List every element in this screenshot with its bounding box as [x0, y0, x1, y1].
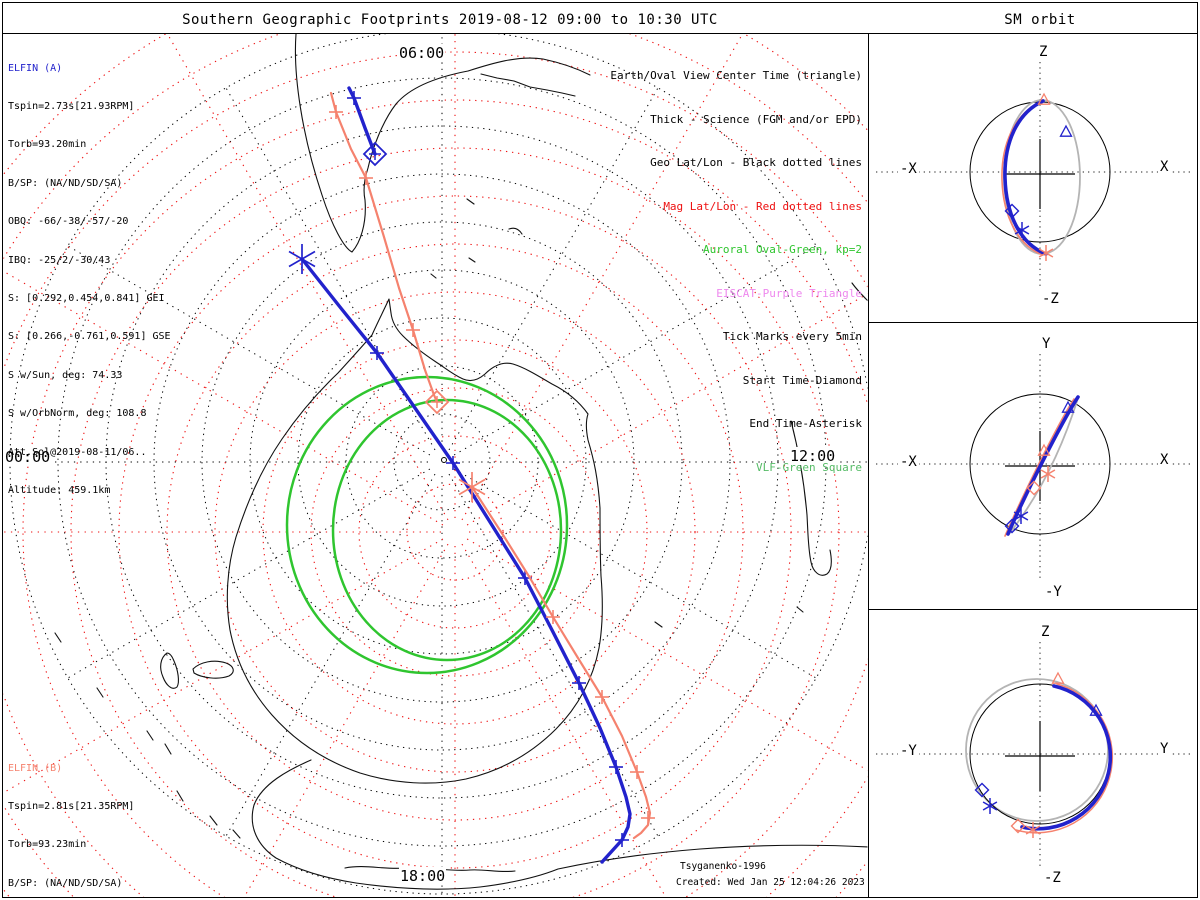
info-line: S w/Sun, deg: 74.33: [8, 369, 123, 381]
legend-line: Earth/Oval View Center Time (triangle): [610, 69, 862, 82]
coastline-africa-edge: [790, 420, 832, 576]
footprint-tracks: [288, 86, 655, 864]
info-line: S: [0.292,0.454,0.841] GEI: [8, 292, 165, 304]
sm-orbit-panels: [876, 62, 1192, 866]
map-legend: Earth/Oval View Center Time (triangle) T…: [470, 40, 862, 504]
panel3-axis-left: -Y: [898, 743, 919, 759]
created-timestamp: Created: Wed Jan 25 12:04:26 2023: [676, 877, 865, 888]
coastline-new-zealand: [160, 652, 234, 689]
elfin-b-name: ELFIN (B): [8, 762, 63, 774]
info-line: OBQ: -66/-38/-57/-20: [8, 216, 129, 228]
coastline-antarctica: [226, 298, 603, 784]
south-pole-mark: [441, 457, 447, 463]
panel3-axis-up: Z: [1039, 624, 1052, 640]
info-line: S w/OrbNorm, deg: 108.8: [8, 408, 147, 420]
mlt-label-left: 00:00: [4, 448, 52, 466]
coastline-right-edge: [851, 282, 868, 302]
info-line: Att.Sol@2019-08-11/06..: [8, 446, 147, 458]
elfin-a-info: ELFIN (A) Tspin=2.73s[21.93RPM] Torb=93.…: [8, 37, 171, 523]
legend-line: End Time-Asterisk: [749, 417, 862, 430]
legend-line: Thick - Science (FGM and/or EPD): [650, 112, 862, 126]
legend-line: EISCAT-Purple Triangle: [716, 286, 862, 300]
panel1-axis-up: Z: [1037, 44, 1050, 60]
panel3-axis-right: Y: [1158, 741, 1171, 757]
legend-line: Auroral Oval-Green, kp=2: [703, 243, 862, 256]
panel2-axis-left: -X: [898, 454, 919, 470]
panel1-axis-left: -X: [898, 161, 919, 177]
info-line: Tspin=2.81s[21.35RPM]: [8, 800, 135, 812]
coastline-plata-estuary: [480, 73, 576, 97]
info-line: S: [0.266,-0.761,0.591] GSE: [8, 331, 171, 343]
elfin-b-info: ELFIN (B) Tspin=2.81s[21.35RPM] Torb=93.…: [8, 737, 177, 900]
model-credit: Tsyganenko-1996: [680, 861, 766, 872]
small-islands: [54, 198, 804, 839]
magnetic-grid: [3, 34, 868, 897]
sm-orbit-title: SM orbit: [1004, 12, 1076, 28]
legend-line: Mag Lat/Lon - Red dotted lines: [663, 199, 862, 213]
mlt-label-top: 06:00: [398, 44, 446, 62]
panel3-axis-down: -Z: [1042, 870, 1063, 886]
mlt-label-right: 12:00: [789, 447, 837, 465]
coastlines: [54, 34, 868, 890]
legend-line: VLF-Green Square: [756, 460, 862, 474]
info-line: Altitude: 459.1km: [8, 484, 111, 496]
info-line: B/SP: (NA/ND/SD/SA): [8, 877, 123, 889]
elfin-a-name: ELFIN (A): [8, 62, 63, 74]
info-line: Torb=93.20min: [8, 139, 87, 151]
panel2-axis-right: X: [1158, 452, 1171, 468]
legend-line: Geo Lat/Lon - Black dotted lines: [650, 156, 862, 169]
panel2-axis-down: -Y: [1043, 584, 1064, 600]
mlt-label-bottom: 18:00: [399, 867, 447, 885]
coastline-australia: [251, 759, 868, 890]
info-line: Tspin=2.73s[21.93RPM]: [8, 100, 135, 112]
coastline-south-america: [294, 34, 591, 253]
panel1-axis-right: X: [1158, 159, 1171, 175]
legend-line: Tick Marks every 5min: [722, 330, 862, 343]
info-line: IBQ: -25/2/-30/43: [8, 254, 111, 266]
panel1-axis-down: -Z: [1040, 291, 1061, 307]
info-line: Torb=93.23min: [8, 839, 87, 851]
panel2-axis-up: Y: [1040, 336, 1053, 352]
legend-line: Start Time-Diamond: [742, 373, 862, 387]
page-title: Southern Geographic Footprints 2019-08-1…: [182, 12, 718, 28]
info-line: B/SP: (NA/ND/SD/SA): [8, 177, 123, 189]
